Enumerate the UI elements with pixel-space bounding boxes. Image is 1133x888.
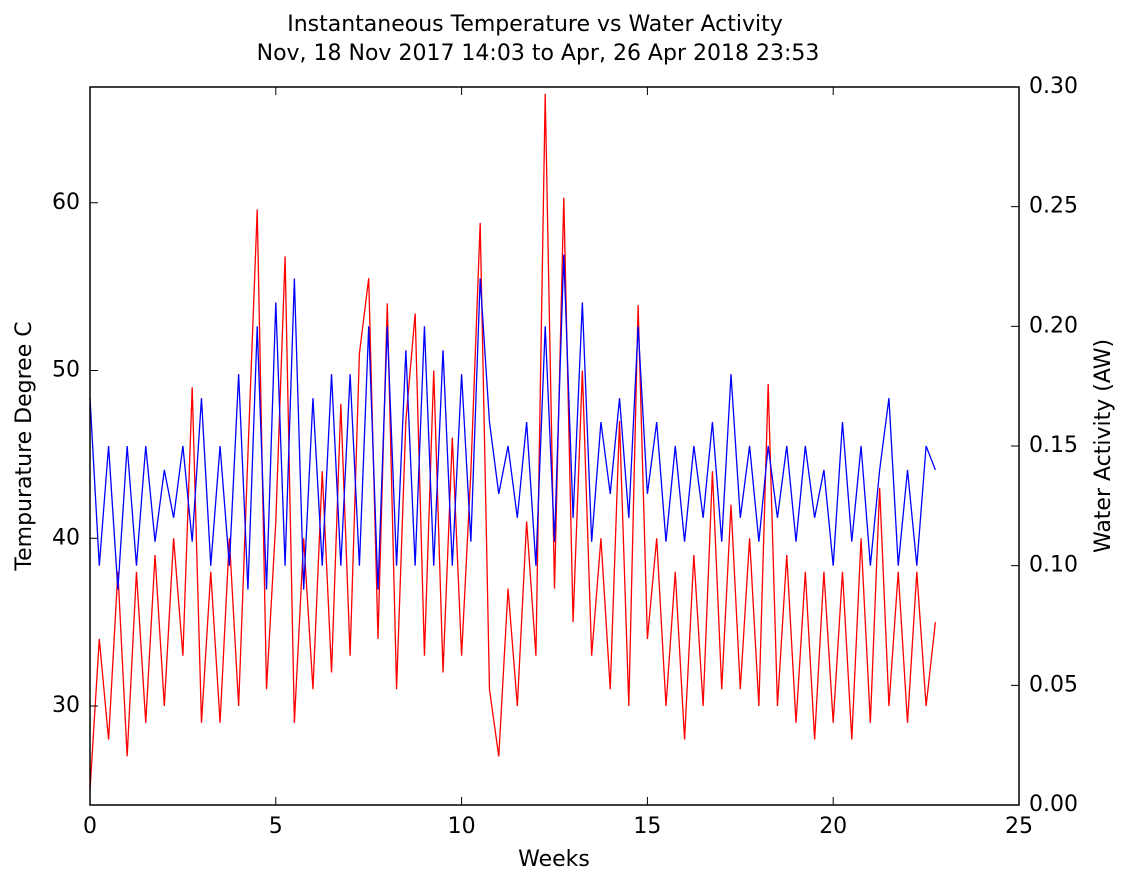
x-tick-label: 0 (83, 814, 97, 839)
y2-axis-label: Water Activity (AW) (1091, 339, 1116, 553)
chart-subtitle: Nov, 18 Nov 2017 14:03 to Apr, 26 Apr 20… (257, 41, 820, 66)
y2-tick-label: 0.10 (1029, 553, 1078, 578)
y-tick-label: 60 (52, 190, 80, 215)
x-tick-label: 15 (633, 814, 661, 839)
y2-tick-label: 0.05 (1029, 672, 1078, 697)
y-tick-label: 30 (52, 693, 80, 718)
y2-tick-label: 0.15 (1029, 433, 1078, 458)
series-line (89, 254, 936, 590)
y-axis-label: Tempurature Degree C (12, 321, 37, 571)
chart-title: Instantaneous Temperature vs Water Activ… (287, 12, 783, 37)
x-axis-label: Weeks (518, 847, 590, 872)
y2-tick-label: 0.30 (1029, 74, 1078, 99)
x-tick-label: 5 (269, 814, 283, 839)
y2-tick-label: 0.25 (1029, 194, 1078, 219)
y2-tick-label: 0.20 (1029, 313, 1078, 338)
y-tick-label: 40 (52, 525, 80, 550)
series-line (89, 93, 937, 790)
x-tick-label: 25 (1005, 814, 1033, 839)
x-tick-label: 10 (448, 814, 476, 839)
x-tick-label: 20 (819, 814, 847, 839)
y2-tick-label: 0.00 (1029, 792, 1078, 817)
y-tick-label: 50 (52, 358, 80, 383)
